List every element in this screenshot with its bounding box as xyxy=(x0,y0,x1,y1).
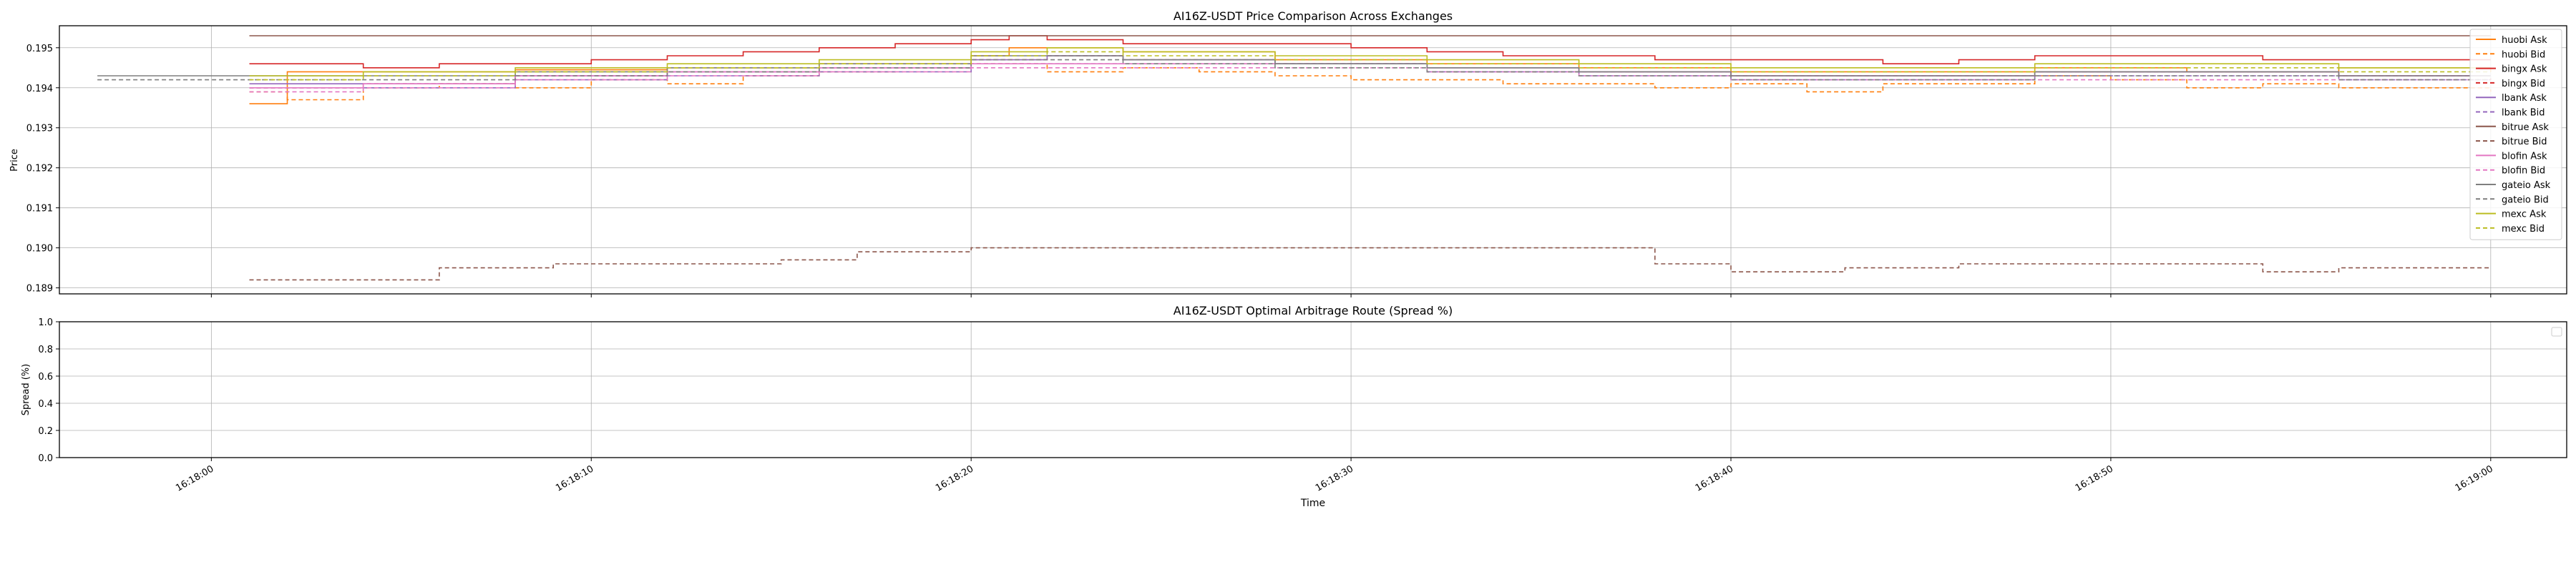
series-line-mexc-ask xyxy=(249,47,2491,77)
y-tick-label: 0.193 xyxy=(26,124,53,134)
legend-label: bitrue Bid xyxy=(2502,137,2547,147)
legend-label: lbank Bid xyxy=(2502,108,2545,119)
legend-label: bingx Bid xyxy=(2502,79,2545,89)
legend-label: bitrue Ask xyxy=(2502,122,2549,133)
y-tick-label: 0.194 xyxy=(26,84,53,94)
series-line-bitrue-bid xyxy=(249,247,2491,281)
price-chart-series xyxy=(97,35,2492,281)
legend-label: blofin Bid xyxy=(2502,166,2545,177)
y-tick-label: 0.2 xyxy=(38,426,53,437)
series-line-gateio-ask xyxy=(97,55,2491,77)
price-chart-y-ticks: 0.189 0.190 0.191 0.192 0.193 0.194 0.195 xyxy=(26,44,59,295)
y-tick-label: 0.8 xyxy=(38,345,53,355)
legend-label: gateio Ask xyxy=(2502,180,2551,191)
y-tick-label: 0.189 xyxy=(26,284,53,295)
price-chart-x-ticks xyxy=(210,294,2492,297)
series-line-blofin-bid xyxy=(249,67,2491,93)
legend-label: huobi Ask xyxy=(2502,35,2547,46)
y-tick-label: 0.6 xyxy=(38,372,53,383)
price-chart-grid xyxy=(59,26,2567,294)
price-chart-title: AI16Z-USDT Price Comparison Across Excha… xyxy=(1174,9,1453,23)
spread-chart-y-label: Spread (%) xyxy=(21,364,31,415)
series-line-mexc-bid xyxy=(249,51,2491,81)
y-tick-label: 0.0 xyxy=(38,453,53,464)
price-comparison-chart: 0.189 0.190 0.191 0.192 0.193 0.194 0.195 AI16… xyxy=(9,9,2567,297)
legend-label: huobi Bid xyxy=(2502,49,2545,60)
y-tick-label: 0.4 xyxy=(38,399,53,410)
y-tick-label: 0.192 xyxy=(26,164,53,174)
legend-label: lbank Ask xyxy=(2502,93,2547,104)
legend-label: blofin Ask xyxy=(2502,151,2547,162)
legend-label: mexc Bid xyxy=(2502,224,2545,235)
y-tick-label: 0.191 xyxy=(26,204,53,214)
spread-chart-title: AI16Z-USDT Optimal Arbitrage Route (Spre… xyxy=(1174,304,1453,317)
legend-label: mexc Ask xyxy=(2502,209,2547,220)
x-axis-label: Time xyxy=(1300,498,1325,509)
spread-chart-frame xyxy=(59,321,2567,458)
y-tick-label: 0.190 xyxy=(26,244,53,255)
spread-chart-y-ticks: 0.0 0.2 0.4 0.6 0.8 1.0 xyxy=(38,317,59,464)
series-line-gateio-bid xyxy=(97,59,2491,81)
series-line-bingx-ask xyxy=(249,35,2491,69)
spread-chart-legend-empty xyxy=(2551,327,2562,337)
legend-box xyxy=(2469,29,2562,240)
series-line-huobi-bid xyxy=(249,63,2492,101)
y-tick-label: 1.0 xyxy=(38,317,53,328)
price-chart-legend: huobi Ask huobi Bid bingx Ask bingx Bid lban… xyxy=(2469,29,2562,240)
legend-label: gateio Bid xyxy=(2502,194,2549,205)
legend-label: bingx Ask xyxy=(2502,64,2547,75)
price-chart-frame xyxy=(59,25,2567,295)
price-chart-y-label: Price xyxy=(9,149,20,172)
y-tick-label: 0.195 xyxy=(26,44,53,54)
